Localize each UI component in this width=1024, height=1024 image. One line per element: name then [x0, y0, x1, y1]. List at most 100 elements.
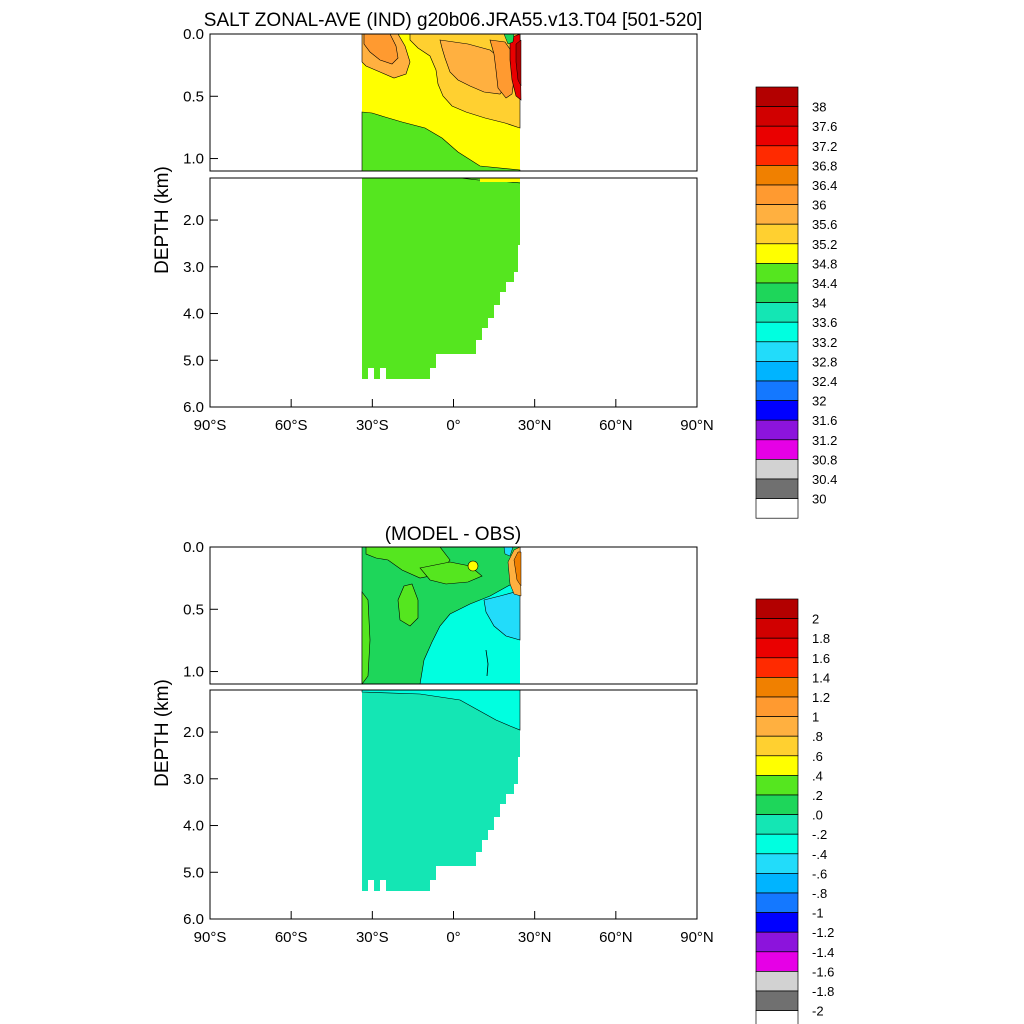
colorbar-swatch	[755, 419, 799, 441]
colorbar-label: 38	[812, 100, 826, 115]
colorbar-label: 30	[812, 492, 826, 507]
colorbar-swatch	[755, 657, 799, 678]
colorbar-label: -1	[812, 906, 824, 921]
colorbar-swatch	[755, 618, 799, 639]
colorbar-swatch	[755, 106, 799, 127]
x-tick-label: 60°N	[599, 417, 633, 434]
difference-region-0.4-spot	[467, 560, 479, 572]
colorbar-swatch	[755, 892, 799, 913]
colorbar-swatch	[755, 321, 799, 343]
colorbar-swatch	[755, 498, 799, 519]
colorbar-swatch	[755, 951, 799, 972]
colorbar-label: -.6	[812, 866, 827, 881]
difference-title: (MODEL - OBS)	[385, 524, 522, 545]
colorbar-label: 1.6	[812, 651, 830, 666]
difference-axes: 90°S 60°S 30°S 0° 30°N 60°N 90°N 0.0 0.5 1.0 2.0 3.…	[183, 539, 714, 946]
y-tick-label: 0.0	[183, 26, 204, 43]
colorbar-swatch	[755, 755, 799, 776]
x-tick-label: 90°S	[194, 929, 227, 946]
colorbar-swatch	[755, 223, 799, 245]
colorbar-label: .0	[812, 808, 823, 823]
colorbar-label: -1.2	[812, 925, 834, 940]
salinity-upper-frame	[209, 33, 698, 172]
colorbar-label: 36.8	[812, 158, 837, 173]
colorbar-swatch	[755, 145, 799, 166]
colorbar-swatch	[755, 184, 799, 205]
x-tick-label: 60°S	[275, 417, 308, 434]
colorbar-label: .8	[812, 729, 823, 744]
difference-upper-frame	[209, 546, 698, 685]
salinity-lower-field	[362, 178, 521, 379]
colorbar-swatch	[755, 439, 799, 460]
difference-upper-field	[361, 547, 522, 684]
y-tick-label: 1.0	[183, 151, 204, 168]
colorbar-swatch	[755, 341, 799, 362]
salinity-deep-yellow-cap	[480, 178, 520, 182]
colorbar-label: -.2	[812, 827, 827, 842]
salinity-y-axis-label: DEPTH (km)	[152, 166, 173, 274]
difference-region-negative-north	[483, 591, 521, 641]
colorbar-label: 31.2	[812, 433, 837, 448]
colorbar-swatch	[755, 637, 799, 659]
x-tick-label: 90°N	[680, 417, 714, 434]
x-tick-label: 0°	[446, 929, 460, 946]
colorbar-label: 33.6	[812, 315, 837, 330]
colorbar-swatch	[755, 380, 799, 401]
colorbar-label: 34.8	[812, 256, 837, 271]
colorbar-swatch	[755, 1010, 799, 1024]
salinity-region-36-south	[363, 34, 399, 65]
colorbar-swatch	[755, 912, 799, 933]
colorbar-label: 32	[812, 394, 826, 409]
x-tick-label: 0°	[446, 417, 460, 434]
x-tick-label: 90°S	[194, 417, 227, 434]
y-tick-label: 2.0	[183, 724, 204, 741]
colorbar-swatch	[755, 833, 799, 855]
colorbar-label: 37.6	[812, 119, 837, 134]
colorbar-swatch	[755, 814, 799, 835]
salinity-region-38-red-sea	[515, 39, 522, 87]
y-tick-label: 3.0	[183, 259, 204, 276]
salinity-region-35.6-north	[439, 39, 507, 95]
colorbar-label: 35.6	[812, 217, 837, 232]
colorbar-label: -1.4	[812, 945, 834, 960]
difference-region-0.2-west-edge	[361, 591, 371, 684]
colorbar-swatch	[755, 696, 799, 717]
colorbar-swatch	[755, 873, 799, 894]
colorbar-swatch	[755, 775, 799, 796]
y-tick-label: 5.0	[183, 352, 204, 369]
difference-deep-region	[362, 690, 520, 891]
difference-region-bay-negative	[503, 547, 514, 557]
difference-lower-field	[361, 690, 521, 891]
colorbar-label: 36	[812, 198, 826, 213]
colorbar-label: 31.6	[812, 413, 837, 428]
y-tick-label: 1.0	[183, 664, 204, 681]
colorbar-label: -1.6	[812, 964, 834, 979]
colorbar-label: 32.8	[812, 354, 837, 369]
colorbar-label: 1	[812, 710, 819, 725]
difference-deep-shallow-band	[361, 690, 521, 731]
colorbar-swatch	[755, 361, 799, 382]
colorbar-swatch	[755, 400, 799, 421]
colorbar-label: 32.4	[812, 374, 837, 389]
colorbar-swatch	[755, 165, 799, 186]
colorbar-label: 34	[812, 296, 826, 311]
colorbar-swatch	[755, 598, 799, 619]
colorbar-label: -2	[812, 1004, 824, 1019]
difference-contour-streak	[485, 649, 489, 677]
colorbar-label: -.4	[812, 847, 827, 862]
y-tick-label: 0.0	[183, 539, 204, 556]
salinity-region-36-north	[489, 39, 516, 99]
colorbar-swatch	[755, 243, 799, 264]
salinity-upper-field	[361, 34, 522, 171]
difference-region-0.2-tongue	[397, 583, 419, 627]
x-tick-label: 90°N	[680, 929, 714, 946]
difference-colorbar: 21.81.61.41.21.8.6.4.2.0-.2-.4-.6-.8-1-1…	[755, 598, 834, 1024]
x-tick-label: 30°N	[518, 929, 552, 946]
colorbar-label: .6	[812, 749, 823, 764]
colorbar-swatch	[755, 990, 799, 1011]
colorbar-label: 34.4	[812, 276, 837, 291]
colorbar-swatch	[755, 302, 799, 323]
salinity-panel: SALT ZONAL-AVE (IND) g20b06.JRA55.v13.T0…	[152, 10, 837, 519]
colorbar-swatch	[755, 794, 799, 815]
